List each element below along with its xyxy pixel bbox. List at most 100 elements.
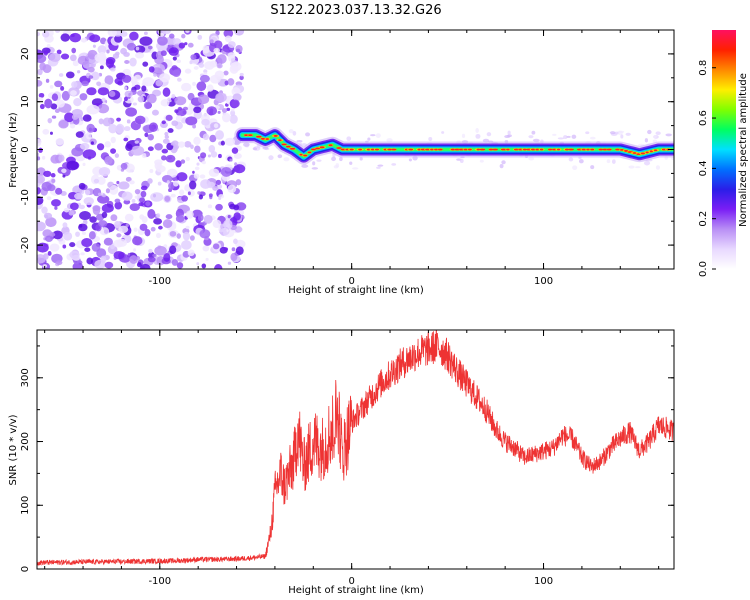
signal-hotspot	[522, 148, 527, 151]
signal-hotspot	[506, 148, 510, 151]
spectrogram-x-tick-label: 0	[348, 276, 354, 287]
signal-hotspot	[518, 148, 523, 151]
snr-y-tick-label: 100	[20, 496, 31, 515]
signal-hotspot	[535, 148, 540, 151]
signal-hotspot	[285, 145, 291, 148]
snr-x-ticks: -100 0 100	[44, 330, 660, 587]
signal-hotspot	[358, 148, 363, 151]
snr-y-ticks: 0 100 200 300	[20, 345, 674, 572]
spectrogram-y-tick-label: -10	[20, 189, 31, 205]
signal-hotspot	[454, 148, 460, 151]
signal-hotspot	[547, 148, 553, 151]
signal-hotspot	[307, 151, 312, 154]
colorbar-label: Normalized spectral amplitude	[738, 73, 749, 227]
signal-hotspot	[387, 148, 392, 151]
signal-hotspot	[556, 148, 561, 151]
signal-hotspot	[430, 148, 434, 151]
snr-x-tick-label: -100	[148, 576, 171, 587]
signal-hotspot	[289, 147, 296, 150]
signal-hotspot	[552, 148, 557, 151]
snr-x-tick-label: 0	[348, 576, 354, 587]
snr-panel: -100 0 100 0 100 200 300 Height of straight l…	[8, 329, 675, 596]
snr-x-tick-label: 100	[534, 576, 553, 587]
signal-hotspot	[408, 148, 414, 151]
signal-hotspot	[349, 148, 354, 151]
signal-hotspot	[336, 147, 342, 149]
spectrogram-x-tick-label: -100	[148, 276, 171, 287]
signal-hotspot	[564, 148, 569, 151]
signal-hotspot	[488, 148, 494, 151]
signal-hotspot	[281, 143, 287, 146]
spectrogram-y-tick-label: -20	[20, 237, 31, 253]
signal-hotspot	[568, 148, 574, 151]
signal-hotspot	[244, 134, 249, 137]
signal-hotspot	[539, 148, 544, 151]
signal-hotspot	[273, 135, 278, 137]
signal-hotspot	[598, 148, 603, 151]
snr-y-tick-label: 0	[20, 566, 31, 572]
colorbar-tick-label: 0.4	[698, 160, 709, 176]
colorbar-tick-label: 0.0	[698, 261, 709, 277]
signal-hotspot	[649, 150, 653, 153]
signal-hotspot	[256, 135, 262, 138]
signal-hotspot	[311, 148, 317, 151]
signal-hotspot	[340, 148, 346, 151]
signal-hotspot	[476, 148, 480, 151]
signal-hotspot	[606, 148, 612, 151]
snr-y-tick-label: 200	[20, 432, 31, 451]
signal-hotspot	[437, 148, 443, 151]
signal-hotspot	[391, 148, 397, 151]
snr-series-line	[37, 330, 674, 567]
signal-hotspot	[590, 148, 595, 151]
colorbar-tick-label: 0.2	[698, 211, 709, 227]
signal-hotspot	[434, 148, 439, 151]
snr-frame	[36, 329, 675, 570]
snr-x-axis-label: Height of straight line (km)	[288, 585, 424, 596]
signal-hotspot	[530, 148, 536, 151]
figure-title: S122.2023.037.13.32.G26	[270, 3, 441, 18]
signal-hotspot	[624, 150, 629, 152]
snr-plot-area	[37, 330, 674, 569]
signal-hotspot	[303, 154, 308, 157]
spectrogram-y-tick-label: 20	[20, 48, 31, 61]
signal-hotspot	[640, 152, 646, 155]
spectrogram-y-tick-label: 0	[20, 146, 31, 152]
signal-hotspot	[467, 148, 472, 151]
snr-y-axis-label: SNR (10 * v/v)	[8, 414, 19, 485]
signal-hotspot	[404, 148, 409, 151]
spectrogram-y-ticks: -20 -10 0 10 20	[20, 29, 674, 270]
signal-hotspot	[586, 148, 590, 151]
signal-hotspot	[653, 149, 658, 152]
signal-hotspot	[458, 148, 464, 151]
signal-hotspot	[615, 148, 621, 151]
spectrogram-signal-track	[234, 127, 674, 165]
signal-hotspot	[500, 148, 507, 151]
colorbar-gradient	[712, 30, 736, 269]
signal-hotspot	[463, 148, 468, 151]
colorbar-tick-label: 0.6	[698, 110, 709, 126]
signal-hotspot	[492, 148, 498, 151]
signal-hotspot	[581, 148, 587, 151]
signal-hotspot	[425, 148, 431, 151]
signal-hotspot	[417, 148, 421, 151]
signal-hotspot	[366, 148, 371, 151]
signal-hotspot	[450, 148, 456, 151]
signal-hotspot	[299, 153, 303, 156]
spectrogram-y-tick-label: 10	[20, 95, 31, 108]
colorbar: 0.0 0.2 0.4 0.6 0.8 Normalized spectral ampl…	[698, 30, 749, 277]
spectrogram-noise-region	[37, 30, 674, 269]
spectrogram-y-axis-label: Frequency (Hz)	[8, 112, 19, 188]
spectrogram-x-ticks: -100 0 100	[44, 30, 660, 287]
signal-hotspot	[370, 148, 375, 151]
signal-hotspot	[619, 148, 624, 151]
signal-hotspot	[479, 148, 486, 151]
signal-hotspot	[265, 138, 270, 140]
colorbar-tick-label: 0.8	[698, 60, 709, 76]
spectrogram-x-tick-label: 100	[534, 276, 553, 287]
signal-hotspot	[278, 139, 282, 142]
signal-hotspot	[513, 148, 519, 151]
signal-hotspot	[328, 144, 333, 147]
